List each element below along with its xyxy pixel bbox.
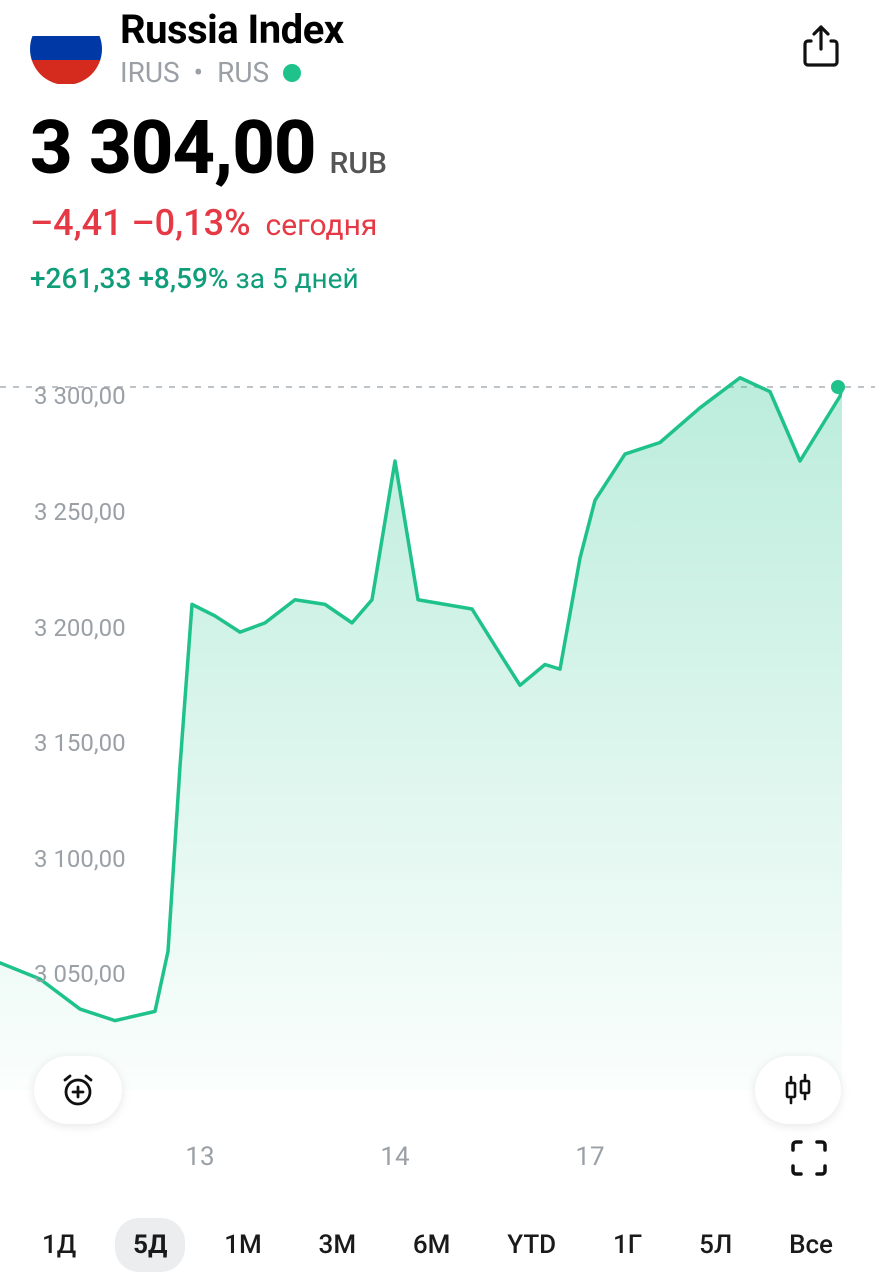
range-1m[interactable]: 1М <box>206 1218 280 1272</box>
currency-label: RUB <box>330 146 387 181</box>
range-5y[interactable]: 5Л <box>681 1218 750 1272</box>
price-block: 3 304,00 RUB –4,41 –0,13% сегодня +261,3… <box>0 89 875 295</box>
y-axis-label: 3 150,00 <box>34 729 126 757</box>
index-subtitle: IRUS • RUS <box>120 56 797 89</box>
fullscreen-button[interactable] <box>777 1124 841 1192</box>
range-all[interactable]: Все <box>771 1218 851 1272</box>
alarm-button[interactable] <box>34 1056 122 1124</box>
change-period-label: за 5 дней <box>236 262 359 295</box>
exchange-code: RUS <box>217 56 269 89</box>
x-axis-label: 13 <box>185 1142 214 1172</box>
change-today-pct: –0,13% <box>132 202 251 244</box>
current-price: 3 304,00 <box>30 105 316 192</box>
x-axis-label: 14 <box>380 1142 409 1172</box>
header: Russia Index IRUS • RUS <box>0 0 875 89</box>
range-ytd[interactable]: YTD <box>489 1218 574 1272</box>
share-icon <box>803 25 839 67</box>
alarm-add-icon <box>60 1072 96 1108</box>
market-status-dot <box>283 64 301 82</box>
title-block: Russia Index IRUS • RUS <box>120 8 797 89</box>
fullscreen-icon <box>789 1138 829 1178</box>
range-6m[interactable]: 6М <box>395 1218 469 1272</box>
change-period-abs: +261,33 <box>30 262 131 295</box>
y-axis-label: 3 050,00 <box>34 960 126 988</box>
share-button[interactable] <box>797 22 845 70</box>
change-period-pct: +8,59% <box>138 262 228 295</box>
range-1y[interactable]: 1Г <box>595 1218 660 1272</box>
flag-stripe <box>30 60 102 84</box>
chart-svg <box>0 350 875 1090</box>
candlestick-icon <box>781 1073 815 1107</box>
flag-stripe <box>30 36 102 60</box>
range-5d[interactable]: 5Д <box>115 1218 185 1272</box>
russia-flag-icon <box>30 13 102 85</box>
change-period: +261,33 +8,59% за 5 дней <box>30 262 845 295</box>
y-axis-label: 3 250,00 <box>34 498 126 526</box>
change-today-label: сегодня <box>266 208 378 243</box>
change-today-abs: –4,41 <box>30 202 123 244</box>
range-selector: 1Д 5Д 1М 3М 6М YTD 1Г 5Л Все <box>0 1218 875 1272</box>
chart-type-button[interactable] <box>755 1056 841 1124</box>
y-axis-label: 3 100,00 <box>34 845 126 873</box>
y-axis-label: 3 300,00 <box>34 382 126 410</box>
change-today: –4,41 –0,13% сегодня <box>30 202 845 244</box>
ticker-code: IRUS <box>120 56 180 89</box>
price-chart[interactable]: 3 050,00 3 100,00 3 150,00 3 200,00 3 250,00… <box>0 350 875 1190</box>
flag-stripe <box>30 13 102 37</box>
y-axis-label: 3 200,00 <box>34 614 126 642</box>
separator-dot: • <box>194 56 203 89</box>
x-axis-label: 17 <box>575 1142 604 1172</box>
range-3m[interactable]: 3М <box>301 1218 375 1272</box>
index-title: Russia Index <box>120 8 797 52</box>
range-1d[interactable]: 1Д <box>24 1218 94 1272</box>
